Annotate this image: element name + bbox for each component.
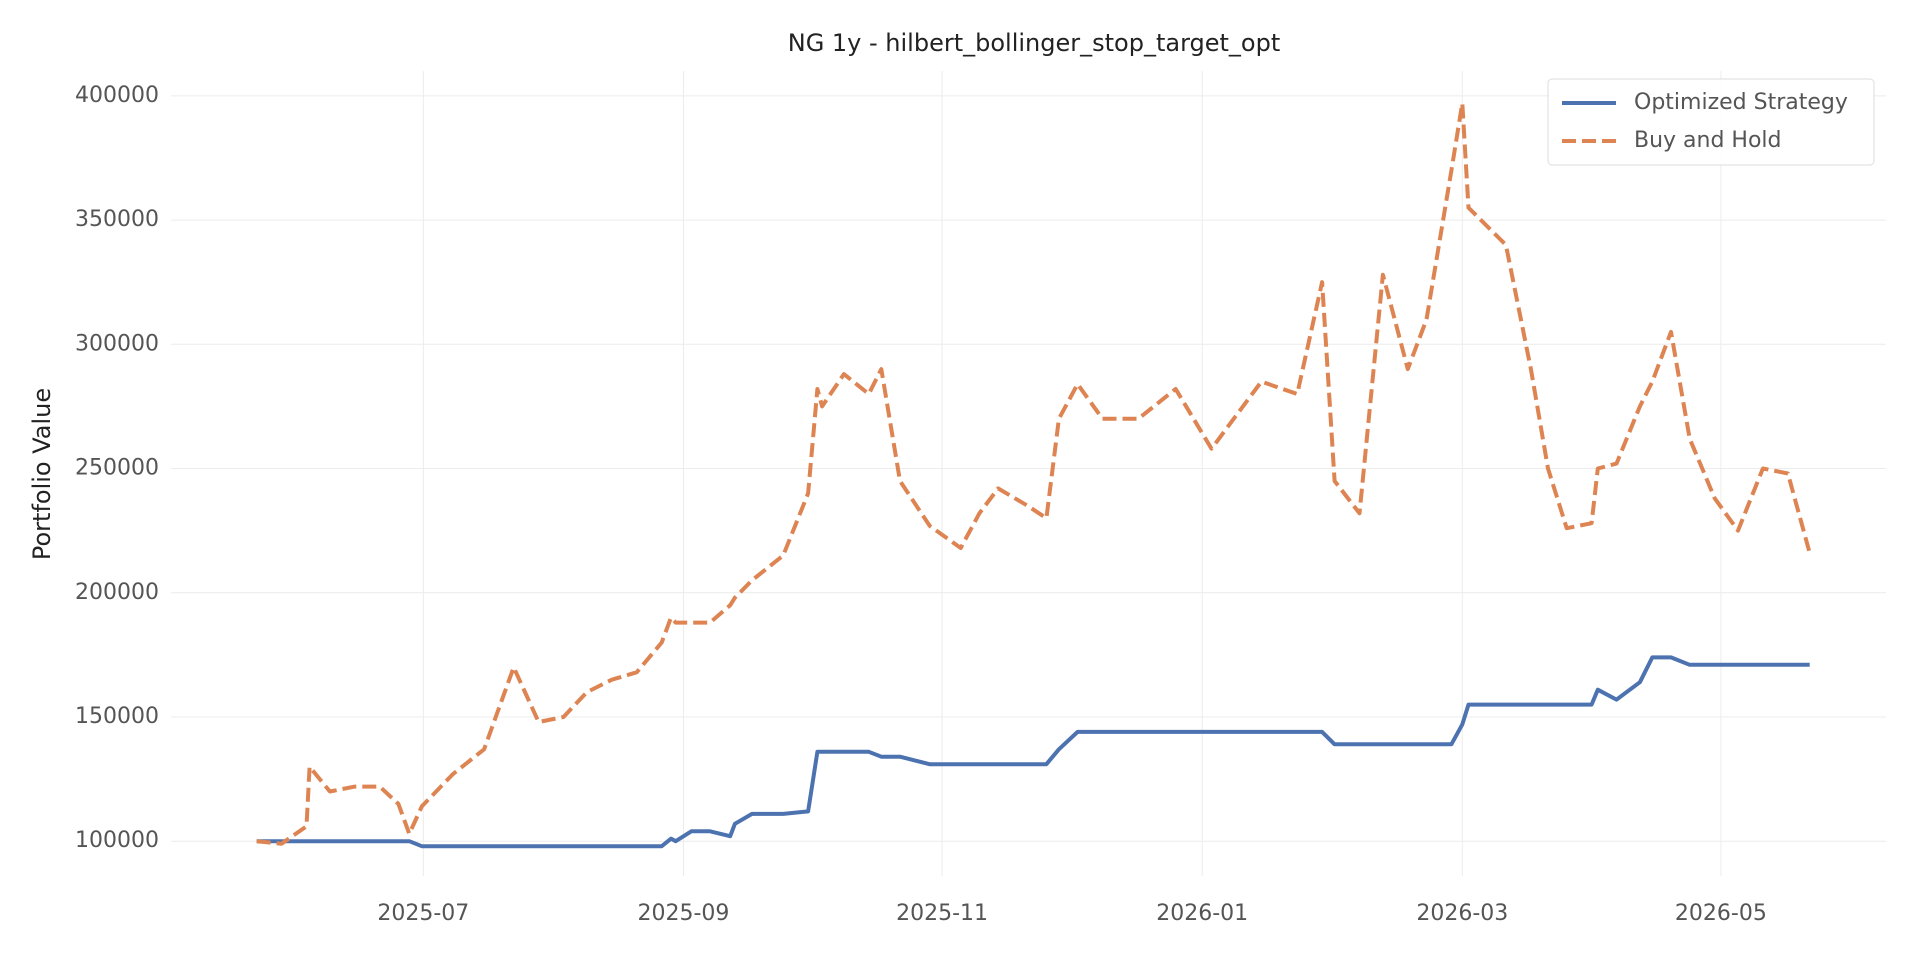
y-tick-label: 400000 bbox=[75, 83, 159, 108]
y-tick-label: 100000 bbox=[75, 828, 159, 853]
x-tick-label: 2026-03 bbox=[1416, 901, 1508, 926]
series-line bbox=[256, 101, 1812, 846]
x-tick-label: 2025-11 bbox=[896, 901, 988, 926]
x-tick-label: 2025-09 bbox=[638, 901, 730, 926]
legend-box bbox=[1547, 78, 1875, 166]
legend-label: Buy and Hold bbox=[1634, 128, 1782, 153]
x-tick-label: 2026-05 bbox=[1675, 901, 1767, 926]
y-tick-label: 250000 bbox=[75, 456, 159, 481]
y-tick-label: 200000 bbox=[75, 580, 159, 605]
legend-label: Optimized Strategy bbox=[1634, 90, 1848, 115]
y-tick-label: 350000 bbox=[75, 207, 159, 232]
y-axis-label: Portfolio Value bbox=[28, 388, 56, 560]
y-tick-label: 300000 bbox=[75, 331, 159, 356]
series-line bbox=[256, 655, 1810, 849]
chart-title: NG 1y - hilbert_bollinger_stop_target_op… bbox=[788, 29, 1281, 57]
x-tick-label: 2026-01 bbox=[1156, 901, 1248, 926]
x-tick-label: 2025-07 bbox=[377, 901, 469, 926]
y-tick-label: 150000 bbox=[75, 704, 159, 729]
